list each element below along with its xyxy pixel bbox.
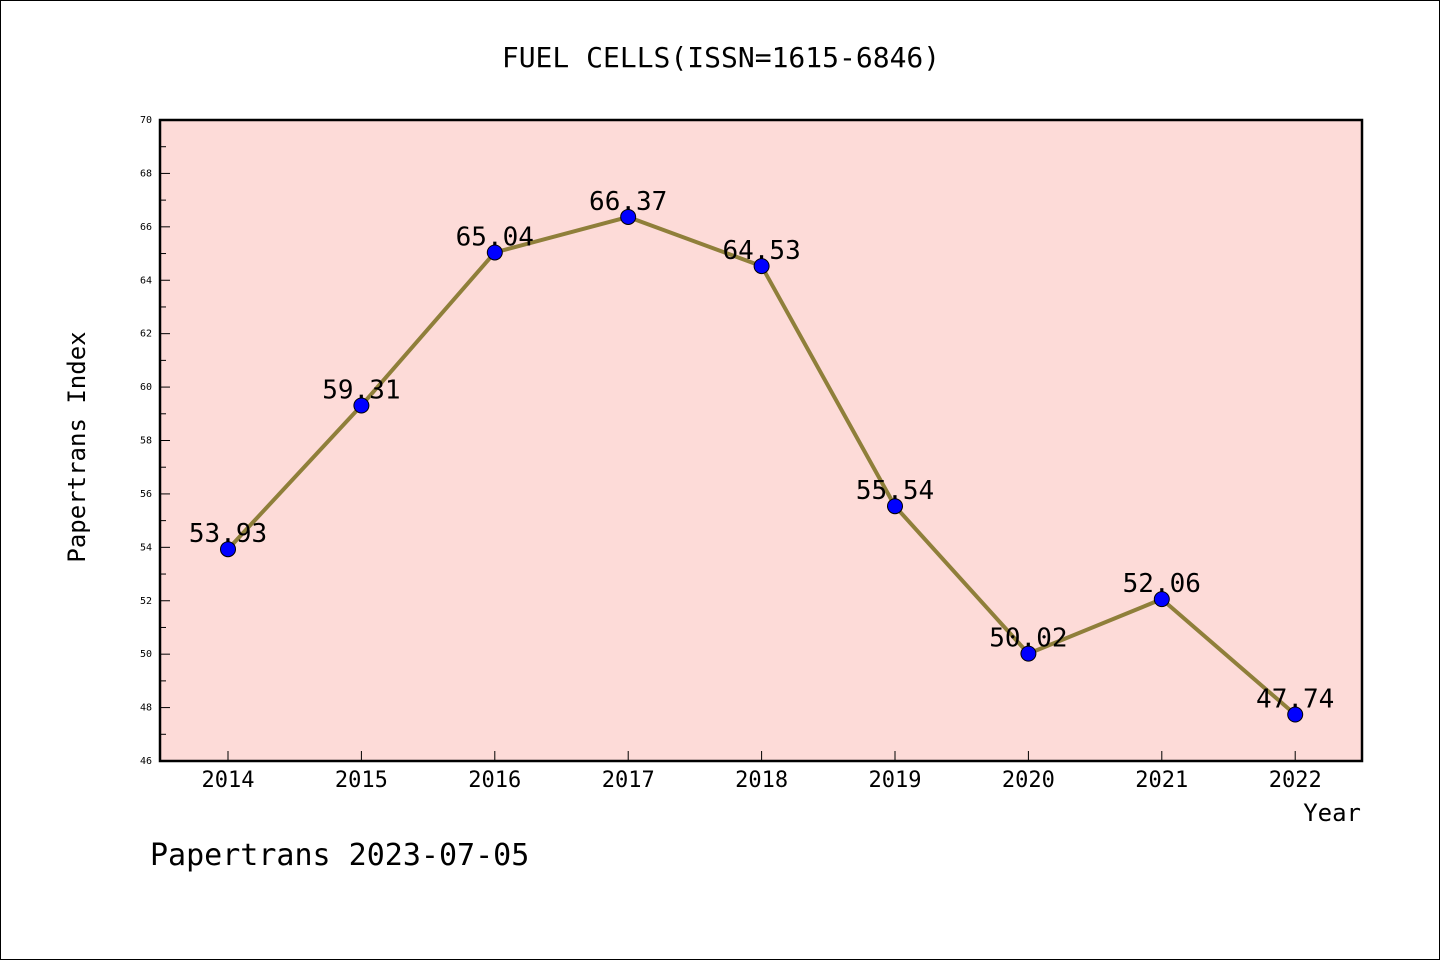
- data-point: [1287, 706, 1304, 723]
- x-tick-label: 2017: [602, 768, 655, 793]
- data-point: [353, 397, 370, 414]
- data-point: [620, 208, 637, 225]
- x-tick-label: 2022: [1269, 768, 1322, 793]
- data-label: 59.31: [322, 376, 400, 406]
- x-tick-label: 2016: [468, 768, 521, 793]
- data-point: [220, 541, 236, 558]
- y-tick-label: 48: [140, 703, 152, 714]
- y-tick-label: 50: [140, 649, 152, 660]
- y-tick-label: 68: [140, 168, 152, 179]
- footer-text: Papertrans 2023-07-05: [150, 838, 529, 873]
- chart-title: FUEL CELLS(ISSN=1615-6846): [502, 41, 940, 74]
- y-tick-label: 62: [140, 329, 152, 340]
- y-tick-label: 46: [140, 756, 152, 767]
- data-point: [486, 244, 503, 261]
- y-tick-label: 52: [140, 596, 152, 607]
- data-label: 47.74: [1256, 685, 1334, 715]
- y-tick-label: 58: [140, 436, 152, 447]
- plot-area: [158, 118, 1364, 763]
- x-tick-label: 2020: [1002, 768, 1055, 793]
- y-axis: 46 48 50 52 54 56 58 60 62 64 66 68 70: [140, 115, 170, 767]
- x-tick-label: 2021: [1135, 768, 1188, 793]
- data-label: 55.54: [856, 476, 934, 506]
- data-label: 65.04: [456, 222, 534, 252]
- data-labels: 53.93 59.31 65.04 66.37 64.53 55.54 50.02 52.06…: [189, 187, 1334, 715]
- x-axis-label: Year: [1303, 799, 1361, 827]
- data-point: [753, 258, 770, 275]
- y-tick-label: 56: [140, 489, 152, 500]
- data-label: 64.53: [722, 236, 800, 266]
- x-tick-label: 2018: [735, 768, 788, 793]
- data-label: 66.37: [589, 187, 667, 217]
- data-label: 52.06: [1123, 569, 1201, 599]
- data-label: 50.02: [989, 624, 1067, 654]
- x-tick-label: 2014: [202, 768, 255, 793]
- data-point: [887, 498, 903, 515]
- y-tick-label: 54: [140, 542, 152, 553]
- data-point: [1020, 645, 1037, 662]
- data-label: 53.93: [189, 519, 267, 549]
- x-tick-label: 2019: [869, 768, 922, 793]
- y-axis-label: Papertrans Index: [63, 331, 91, 562]
- y-tick-label: 66: [140, 222, 152, 233]
- x-tick-label: 2015: [335, 768, 388, 793]
- data-point: [1153, 591, 1170, 608]
- data-markers: [220, 208, 1304, 723]
- y-tick-label: 64: [140, 275, 152, 286]
- x-axis: 2014 2015 2016 2017 2018 2019 2020 2021 2022: [202, 751, 1322, 793]
- y-tick-label: 70: [140, 115, 152, 126]
- y-tick-label: 60: [140, 382, 152, 393]
